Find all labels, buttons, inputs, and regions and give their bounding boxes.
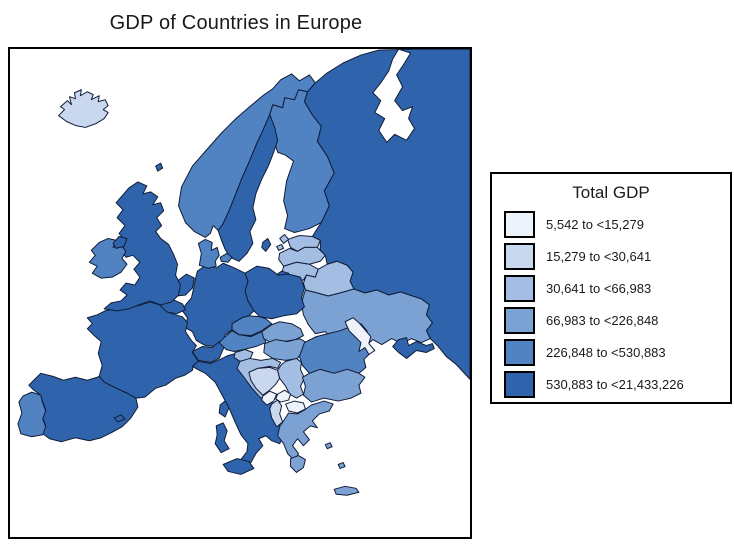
legend-swatch-6 (504, 370, 535, 398)
legend-row-6: 530,883 to <21,433,226 (504, 370, 730, 398)
country-serbia (277, 357, 305, 399)
country-france (86, 301, 199, 399)
legend-label-1: 5,542 to <15,279 (546, 216, 644, 232)
legend-swatch-5 (504, 338, 535, 366)
country-greece (277, 400, 334, 462)
island-gotland (261, 237, 272, 252)
legend-label-5: 226,848 to <530,883 (546, 344, 666, 360)
europe-map (17, 49, 470, 496)
country-czechia (231, 315, 273, 337)
island-aegean-1 (324, 442, 333, 450)
white-sea-inlet (372, 49, 415, 143)
legend-row-1: 5,542 to <15,279 (504, 210, 730, 238)
country-montenegro (261, 390, 278, 406)
country-bosnia-herzegovina (248, 366, 281, 396)
legend-label-2: 15,279 to <30,641 (546, 248, 652, 264)
legend-title: Total GDP (572, 183, 650, 202)
legend-row-4: 66,983 to <226,848 (504, 306, 730, 334)
europe-map-frame (8, 47, 472, 539)
island-hiiumaa (276, 243, 285, 251)
country-sweden (217, 114, 279, 262)
country-switzerland (191, 341, 226, 363)
country-kosovo (275, 389, 292, 403)
country-bulgaria (301, 368, 366, 403)
legend-swatch-4 (504, 306, 535, 334)
island-zealand (219, 252, 233, 263)
island-crete (333, 485, 360, 496)
legend-swatch-2 (504, 242, 535, 270)
country-denmark (197, 238, 220, 269)
country-portugal (17, 391, 47, 438)
island-balearic (113, 414, 126, 423)
island-sicily (222, 458, 255, 475)
island-shetland (155, 162, 164, 172)
legend-label-4: 66,983 to <226,848 (546, 312, 659, 328)
page-title: GDP of Countries in Europe (109, 12, 363, 34)
country-slovakia (261, 321, 304, 344)
island-sardinia (214, 422, 230, 454)
legend-row-3: 30,641 to <66,983 (504, 274, 730, 302)
legend-swatch-3 (504, 274, 535, 302)
legend-row-5: 226,848 to <530,883 (504, 338, 730, 366)
legend: Total GDP 5,542 to <15,279 15,279 to <30,… (490, 172, 732, 404)
legend-items: 5,542 to <15,279 15,279 to <30,641 30,641 … (492, 210, 730, 398)
region-peloponnese (290, 455, 306, 473)
region-northern-ireland (112, 235, 128, 249)
legend-label-3: 30,641 to <66,983 (546, 280, 652, 296)
island-saaremaa (279, 234, 290, 244)
island-aegean-2 (337, 462, 346, 469)
legend-swatch-1 (504, 210, 535, 238)
country-moldova (344, 317, 376, 355)
legend-label-6: 530,883 to <21,433,226 (546, 376, 684, 392)
region-crimea (392, 337, 435, 359)
legend-row-2: 15,279 to <30,641 (504, 242, 730, 270)
country-iceland (58, 89, 109, 128)
